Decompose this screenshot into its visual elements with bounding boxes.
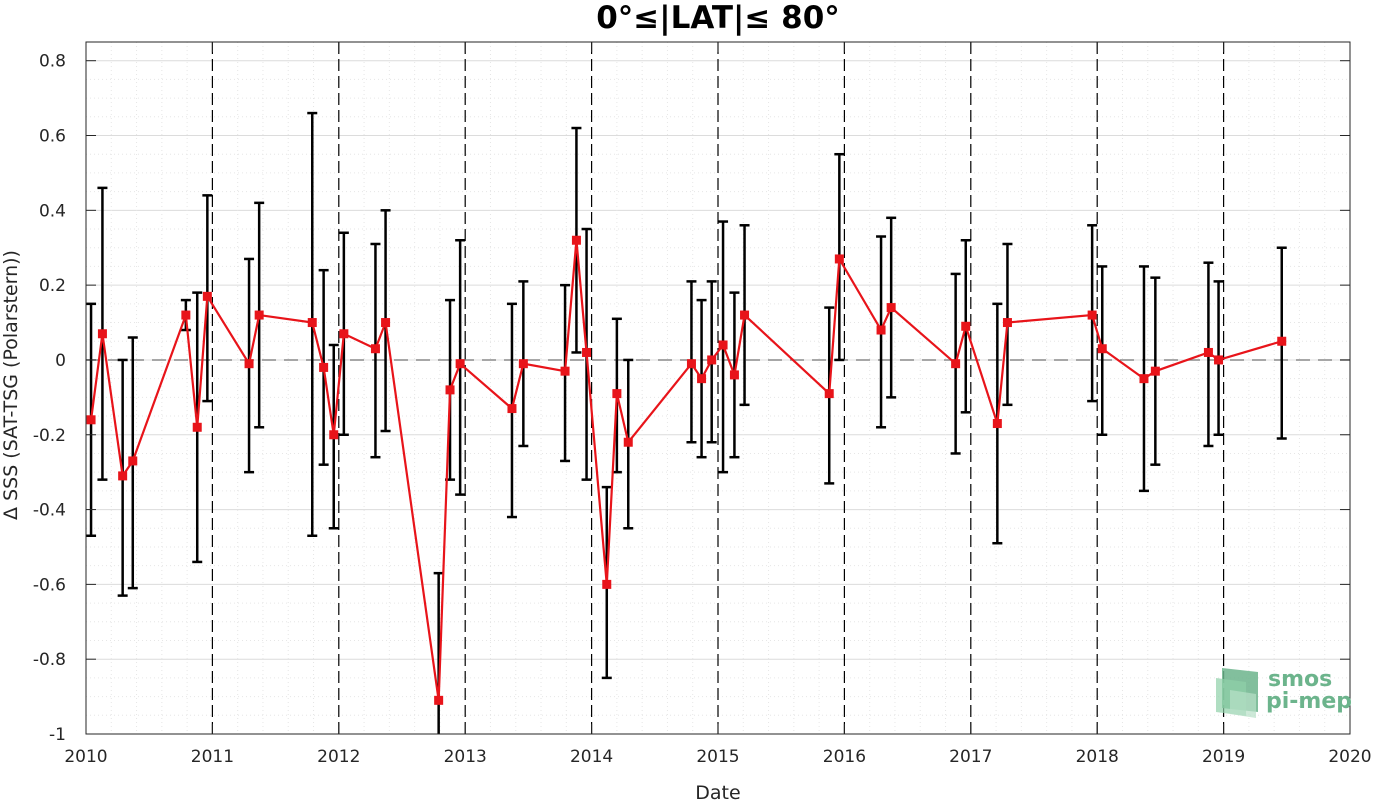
y-tick-label: -0.4 [33, 501, 66, 521]
data-point [1203, 347, 1213, 357]
x-tick-label: 2011 [191, 747, 234, 767]
y-tick-label: 0.2 [39, 276, 66, 296]
data-point [518, 359, 528, 369]
data-point [434, 695, 444, 705]
x-tick-label: 2015 [696, 747, 739, 767]
data-point [729, 370, 739, 380]
y-tick-label: 0.6 [39, 127, 66, 147]
y-tick-label: -0.6 [33, 575, 66, 595]
data-point [86, 415, 96, 425]
data-point [339, 329, 349, 339]
data-point [697, 374, 707, 384]
y-tick-label: 0.4 [39, 201, 66, 221]
y-tick-label: -0.8 [33, 650, 66, 670]
y-axis-label: Δ SSS (SAT-TSG (Polarstern)) [0, 250, 22, 520]
x-tick-label: 2020 [1328, 747, 1371, 767]
logo-line2: pi-mep [1266, 689, 1352, 714]
x-tick-label: 2018 [1076, 747, 1119, 767]
data-point [1214, 355, 1224, 365]
x-tick-label: 2010 [64, 747, 107, 767]
logo-line1: smos [1268, 667, 1332, 692]
data-point [602, 579, 612, 589]
data-point [582, 347, 592, 357]
data-point [507, 404, 517, 414]
data-markers [86, 235, 1287, 705]
y-tick-label: -0.2 [33, 426, 66, 446]
data-point [445, 385, 455, 395]
x-tick-label: 2012 [317, 747, 360, 767]
data-point [961, 321, 971, 331]
x-tick-label: 2017 [949, 747, 992, 767]
data-point [686, 359, 696, 369]
data-point [886, 303, 896, 313]
data-point [319, 362, 329, 372]
logo-icon [1216, 668, 1258, 718]
data-point [181, 310, 191, 320]
data-point [834, 254, 844, 264]
data-point [118, 471, 128, 481]
data-point [1139, 374, 1149, 384]
data-point [740, 310, 750, 320]
data-point [824, 389, 834, 399]
data-point [1002, 318, 1012, 328]
data-point [370, 344, 380, 354]
data-point [381, 318, 391, 328]
data-point [128, 456, 138, 466]
data-point [876, 325, 886, 335]
data-point [1097, 344, 1107, 354]
x-tick-label: 2016 [823, 747, 866, 767]
data-point [612, 389, 622, 399]
data-point [623, 437, 633, 447]
data-point [192, 422, 202, 432]
x-axis-label: Date [695, 782, 740, 801]
data-point [992, 419, 1002, 429]
data-point [1277, 336, 1287, 346]
y-tick-label: 0 [55, 351, 66, 371]
data-point [1087, 310, 1097, 320]
data-point [718, 340, 728, 350]
data-point [97, 329, 107, 339]
data-point [951, 359, 961, 369]
data-point [254, 310, 264, 320]
x-tick-label: 2013 [444, 747, 487, 767]
x-tick-label: 2014 [570, 747, 613, 767]
data-point [202, 291, 212, 301]
data-point [571, 235, 581, 245]
y-tick-label: -1 [49, 725, 66, 745]
data-point [244, 359, 254, 369]
y-tick-label: 0.8 [39, 52, 66, 72]
error-bar [433, 571, 444, 734]
data-point [329, 430, 339, 440]
data-point [455, 359, 465, 369]
x-tick-label: 2019 [1202, 747, 1245, 767]
data-point [307, 318, 317, 328]
data-point [707, 355, 717, 365]
chart-title: 0°≤|LAT|≤ 80° [596, 0, 840, 36]
data-point [1150, 366, 1160, 376]
smos-pi-mep-logo: smos pi-mep [1216, 667, 1352, 718]
data-point [560, 366, 570, 376]
